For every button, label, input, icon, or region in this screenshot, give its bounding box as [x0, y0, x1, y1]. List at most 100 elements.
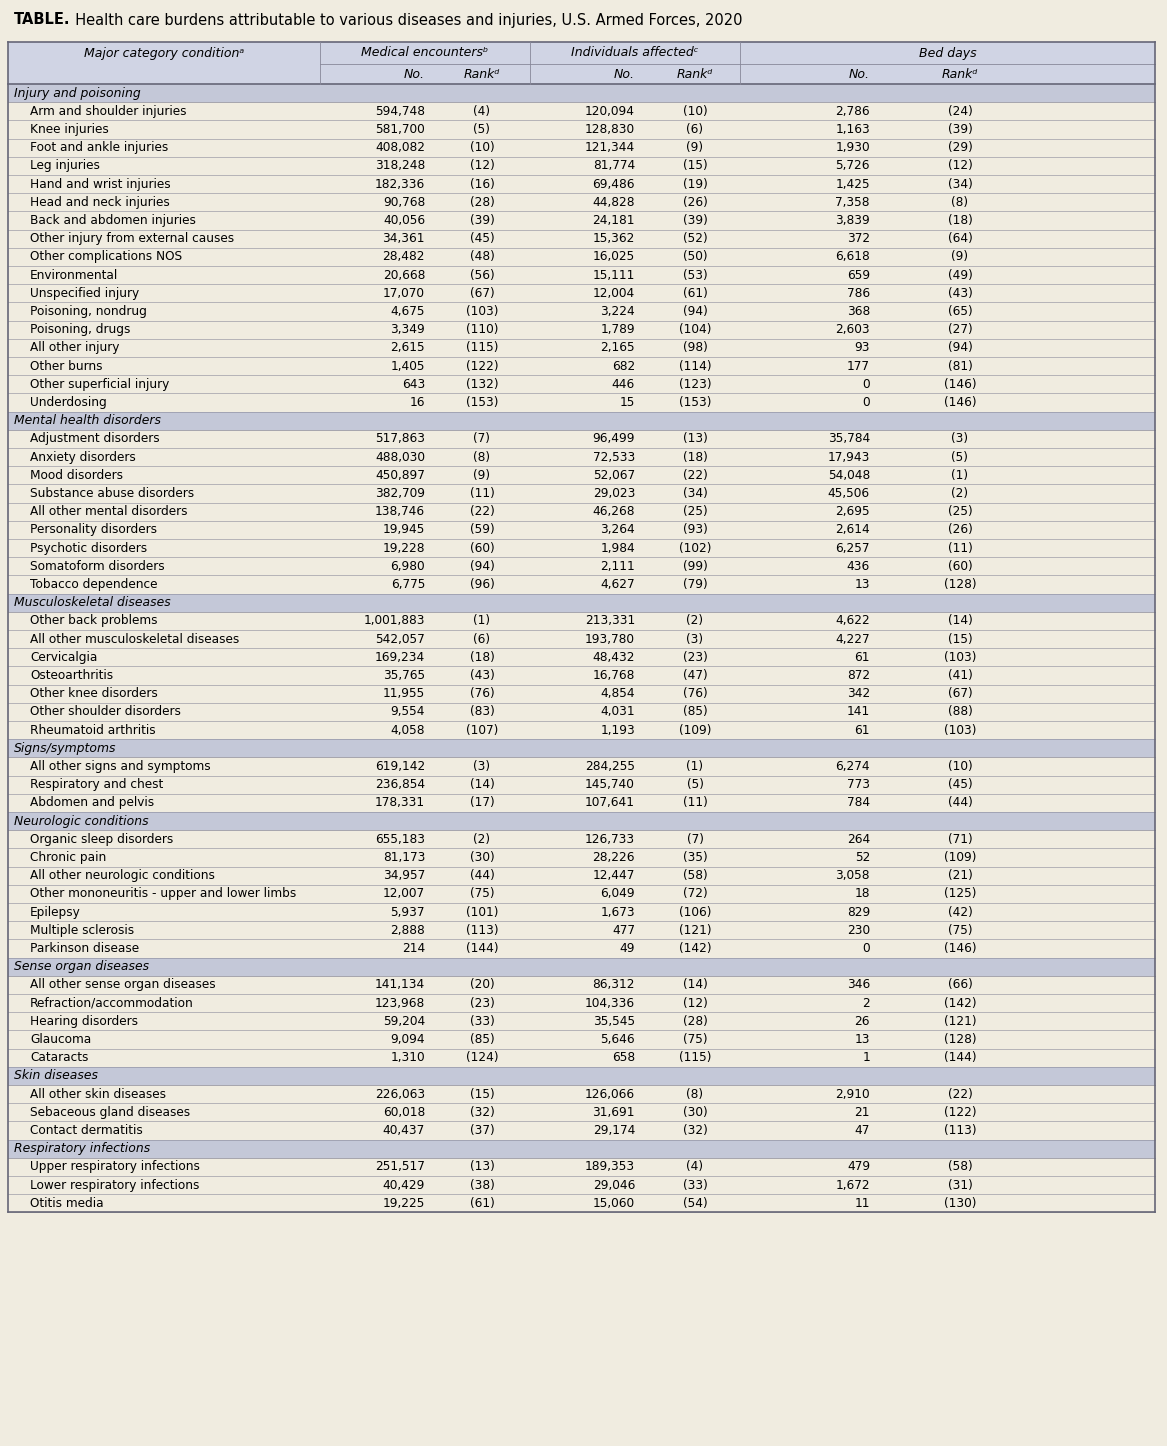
Text: All other skin diseases: All other skin diseases: [30, 1087, 166, 1100]
Text: Major category conditionᵃ: Major category conditionᵃ: [84, 46, 244, 59]
Bar: [8, 940, 1155, 957]
Text: (76): (76): [683, 687, 707, 700]
Text: Otitis media: Otitis media: [30, 1197, 104, 1210]
Text: Head and neck injuries: Head and neck injuries: [30, 195, 169, 208]
Text: 69,486: 69,486: [593, 178, 635, 191]
Text: 15,362: 15,362: [593, 233, 635, 246]
Text: (5): (5): [686, 778, 704, 791]
Bar: [8, 1031, 1155, 1048]
Text: 177: 177: [847, 360, 871, 373]
Text: (5): (5): [951, 451, 969, 464]
Text: Other mononeuritis - upper and lower limbs: Other mononeuritis - upper and lower lim…: [30, 888, 296, 901]
Text: Foot and ankle injuries: Foot and ankle injuries: [30, 142, 168, 155]
Text: 2: 2: [862, 996, 871, 1009]
Text: (142): (142): [944, 996, 977, 1009]
Bar: [8, 794, 1155, 813]
Text: (153): (153): [466, 396, 498, 409]
Text: (8): (8): [951, 195, 969, 208]
Text: (39): (39): [469, 214, 495, 227]
Text: 368: 368: [847, 305, 871, 318]
Text: 15: 15: [620, 396, 635, 409]
Text: 24,181: 24,181: [593, 214, 635, 227]
Text: 226,063: 226,063: [375, 1087, 425, 1100]
Text: 34,361: 34,361: [383, 233, 425, 246]
Bar: [8, 1012, 1155, 1031]
Text: 16,025: 16,025: [593, 250, 635, 263]
Text: (144): (144): [944, 1051, 977, 1064]
Text: (27): (27): [948, 324, 972, 337]
Text: 264: 264: [847, 833, 871, 846]
Text: 6,980: 6,980: [391, 560, 425, 573]
Text: 52,067: 52,067: [593, 469, 635, 482]
Text: 1,310: 1,310: [391, 1051, 425, 1064]
Text: 11: 11: [854, 1197, 871, 1210]
Bar: [8, 902, 1155, 921]
Text: Parkinson disease: Parkinson disease: [30, 941, 139, 954]
Text: (75): (75): [683, 1032, 707, 1045]
Text: (43): (43): [948, 286, 972, 299]
Text: (29): (29): [948, 142, 972, 155]
Text: (93): (93): [683, 523, 707, 536]
Text: 1,405: 1,405: [391, 360, 425, 373]
Text: (14): (14): [683, 979, 707, 992]
Text: (48): (48): [469, 250, 495, 263]
Text: (1): (1): [474, 615, 490, 628]
Bar: [8, 321, 1155, 338]
Text: (23): (23): [469, 996, 495, 1009]
Text: All other signs and symptoms: All other signs and symptoms: [30, 761, 210, 774]
Text: Rankᵈ: Rankᵈ: [942, 68, 978, 81]
Text: Medical encountersᵇ: Medical encountersᵇ: [362, 46, 489, 59]
Text: (44): (44): [469, 869, 495, 882]
Text: 35,765: 35,765: [383, 669, 425, 683]
Bar: [8, 194, 1155, 211]
Text: 81,173: 81,173: [383, 852, 425, 865]
Text: 123,968: 123,968: [375, 996, 425, 1009]
Text: 26: 26: [854, 1015, 871, 1028]
Text: Somatoform disorders: Somatoform disorders: [30, 560, 165, 573]
Text: 45,506: 45,506: [827, 487, 871, 500]
Text: 477: 477: [612, 924, 635, 937]
Text: 7,358: 7,358: [836, 195, 871, 208]
Text: 6,274: 6,274: [836, 761, 871, 774]
Bar: [8, 429, 1155, 448]
Text: Glaucoma: Glaucoma: [30, 1032, 91, 1045]
Text: 46,268: 46,268: [593, 505, 635, 518]
Bar: [8, 412, 1155, 429]
Text: (39): (39): [683, 214, 707, 227]
Bar: [8, 139, 1155, 156]
Text: 214: 214: [401, 941, 425, 954]
Text: 193,780: 193,780: [585, 632, 635, 645]
Text: (42): (42): [948, 905, 972, 918]
Text: (10): (10): [948, 761, 972, 774]
Text: (10): (10): [469, 142, 495, 155]
Text: Upper respiratory infections: Upper respiratory infections: [30, 1160, 200, 1173]
Text: (67): (67): [948, 687, 972, 700]
Text: 872: 872: [847, 669, 871, 683]
Bar: [8, 849, 1155, 866]
Text: (3): (3): [951, 432, 969, 445]
Text: 61: 61: [854, 723, 871, 736]
Text: Unspecified injury: Unspecified injury: [30, 286, 139, 299]
Text: Epilepsy: Epilepsy: [30, 905, 81, 918]
Text: Other shoulder disorders: Other shoulder disorders: [30, 706, 181, 719]
Text: (88): (88): [948, 706, 972, 719]
Text: 93: 93: [854, 341, 871, 354]
Text: Substance abuse disorders: Substance abuse disorders: [30, 487, 194, 500]
Text: (15): (15): [469, 1087, 495, 1100]
Text: All other musculoskeletal diseases: All other musculoskeletal diseases: [30, 632, 239, 645]
Bar: [8, 103, 1155, 120]
Text: (60): (60): [948, 560, 972, 573]
Bar: [8, 247, 1155, 266]
Text: (121): (121): [679, 924, 712, 937]
Text: (72): (72): [683, 888, 707, 901]
Text: (1): (1): [686, 761, 704, 774]
Text: (22): (22): [948, 1087, 972, 1100]
Text: 2,111: 2,111: [600, 560, 635, 573]
Text: 829: 829: [847, 905, 871, 918]
Bar: [8, 921, 1155, 940]
Text: (58): (58): [948, 1160, 972, 1173]
Text: (13): (13): [683, 432, 707, 445]
Bar: [8, 1176, 1155, 1194]
Text: (33): (33): [683, 1178, 707, 1192]
Text: 12,007: 12,007: [383, 888, 425, 901]
